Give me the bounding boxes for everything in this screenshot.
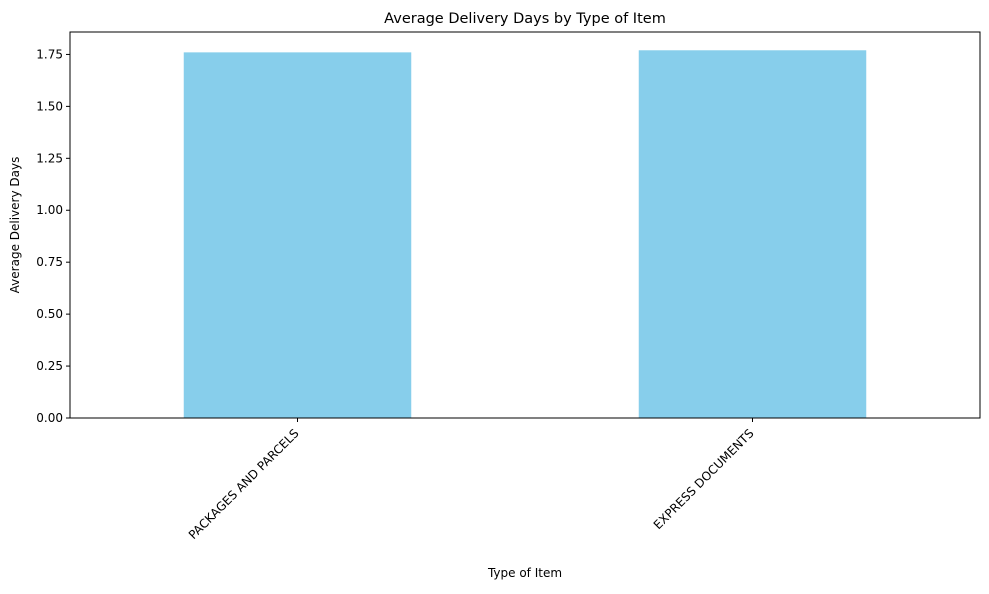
bar-1 bbox=[638, 50, 867, 419]
y-tick-label: 0.50 bbox=[36, 307, 63, 321]
bar-0 bbox=[183, 52, 412, 418]
y-tick-label: 1.25 bbox=[36, 151, 63, 165]
y-tick-label: 1.50 bbox=[36, 99, 63, 113]
chart-title: Average Delivery Days by Type of Item bbox=[384, 11, 666, 27]
x-tick-label: EXPRESS DOCUMENTS bbox=[651, 426, 757, 532]
y-tick-label: 0.25 bbox=[36, 359, 63, 373]
y-axis-title: Average Delivery Days bbox=[8, 157, 22, 294]
x-tick-label: PACKAGES AND PARCELS bbox=[186, 426, 302, 542]
x-axis: PACKAGES AND PARCELS EXPRESS DOCUMENTS bbox=[186, 418, 757, 542]
y-tick-label: 1.75 bbox=[36, 47, 63, 61]
y-tick-label: 1.00 bbox=[36, 203, 63, 217]
y-tick-label: 0.75 bbox=[36, 255, 63, 269]
y-tick-label: 0.00 bbox=[36, 411, 63, 425]
plot-frame bbox=[69, 31, 981, 419]
x-axis-title: Type of Item bbox=[487, 566, 562, 580]
y-axis: 0.00 0.25 0.50 0.75 1.00 1.25 1.50 1.75 bbox=[36, 47, 70, 425]
bars-layer bbox=[183, 50, 867, 419]
